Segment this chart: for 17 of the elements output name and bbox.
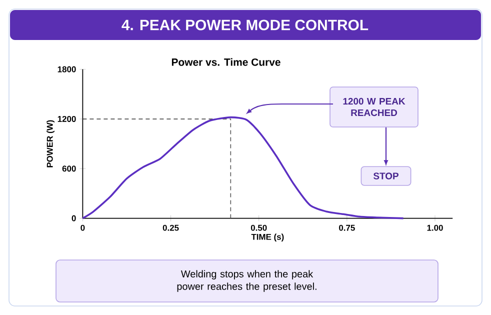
chart-subtitle: Power vs. Time Curve — [172, 58, 280, 66]
chart-title: 4. PEAK POWER MODE CONTROL — [122, 20, 368, 30]
y-tick-label: 0 — [72, 215, 76, 222]
x-axis-title: TIME (s) — [251, 234, 284, 242]
text: Welding stops when the peak power reaches the preset level. — [177, 270, 316, 292]
x-tick-label: 1.00 — [427, 224, 443, 231]
y-tick-label: 600 — [62, 166, 76, 172]
x-tick-label: 0 — [80, 224, 85, 231]
y-tick-label: 1800 — [58, 66, 76, 72]
y-axis-title: POWER (W) — [46, 120, 54, 168]
y-tick-label: 1200 — [58, 116, 76, 122]
line-series — [82, 116, 404, 220]
annotation: STOP — [373, 172, 398, 180]
x-tick-label: 0.25 — [162, 224, 179, 231]
x-tick-label: 0.50 — [250, 224, 267, 231]
annotation: 1200 W PEAK REACHED — [343, 98, 406, 116]
x-tick-label: 0.75 — [339, 224, 355, 231]
